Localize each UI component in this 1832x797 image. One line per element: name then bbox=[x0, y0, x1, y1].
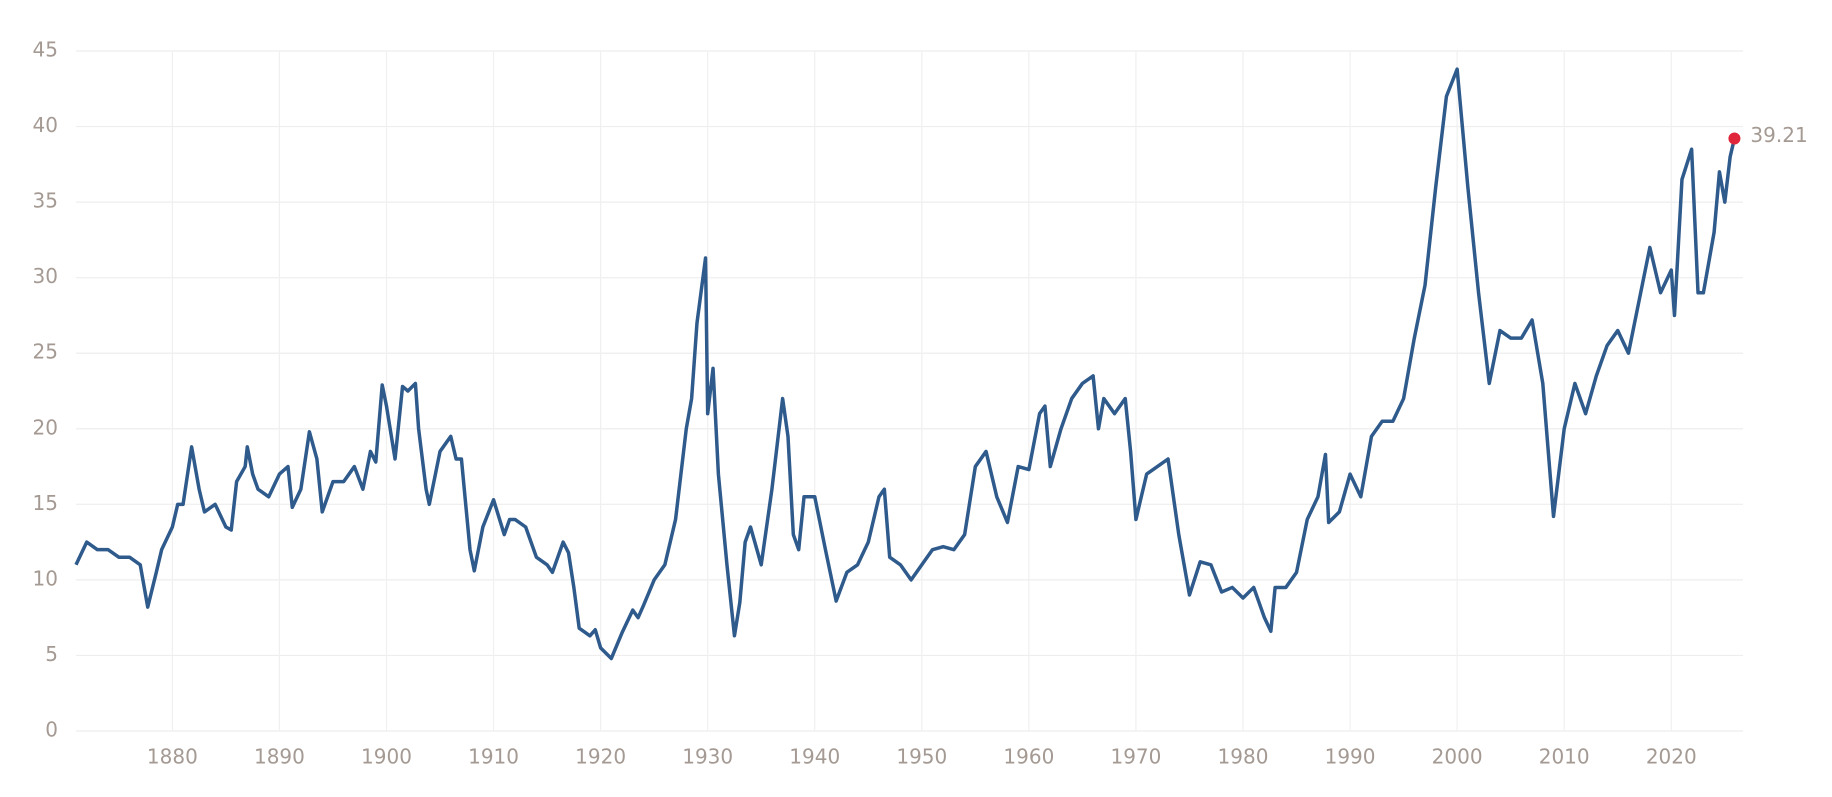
x-tick-label: 1920 bbox=[575, 745, 626, 769]
x-tick-label: 2000 bbox=[1432, 745, 1483, 769]
y-tick-label: 25 bbox=[33, 340, 58, 364]
y-tick-label: 40 bbox=[33, 113, 58, 137]
x-tick-label: 1880 bbox=[147, 745, 198, 769]
x-tick-label: 1970 bbox=[1110, 745, 1161, 769]
x-tick-label: 1960 bbox=[1003, 745, 1054, 769]
y-tick-label: 15 bbox=[33, 491, 58, 515]
y-tick-label: 35 bbox=[33, 189, 58, 213]
y-tick-label: 30 bbox=[33, 264, 58, 288]
y-tick-label: 20 bbox=[33, 415, 58, 439]
x-tick-label: 2010 bbox=[1539, 745, 1590, 769]
x-tick-label: 1940 bbox=[789, 745, 840, 769]
x-tick-label: 1890 bbox=[254, 745, 305, 769]
x-tick-label: 1950 bbox=[896, 745, 947, 769]
last-point-marker bbox=[1728, 132, 1741, 145]
x-tick-label: 2020 bbox=[1646, 745, 1697, 769]
y-tick-label: 0 bbox=[45, 718, 58, 742]
x-tick-label: 1930 bbox=[682, 745, 733, 769]
y-tick-label: 45 bbox=[33, 38, 58, 62]
last-value-label: 39.21 bbox=[1750, 123, 1807, 147]
x-tick-label: 1980 bbox=[1218, 745, 1269, 769]
y-tick-label: 10 bbox=[33, 566, 58, 590]
y-tick-label: 5 bbox=[45, 642, 58, 666]
x-tick-label: 1910 bbox=[468, 745, 519, 769]
x-tick-label: 1990 bbox=[1325, 745, 1376, 769]
x-tick-label: 1900 bbox=[361, 745, 412, 769]
data-line bbox=[74, 67, 1737, 661]
